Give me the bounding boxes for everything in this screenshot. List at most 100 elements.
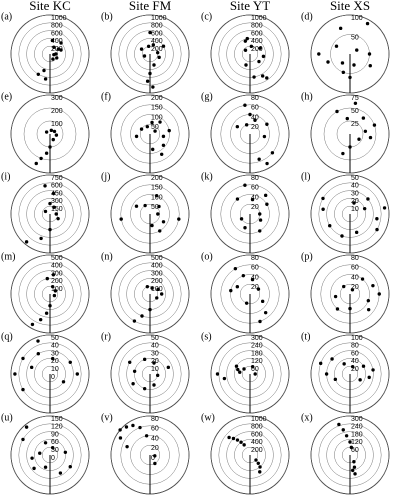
point xyxy=(260,74,265,78)
r-tick-label: 80 xyxy=(151,416,159,423)
r-tick-label: 75 xyxy=(351,95,359,102)
r-tick-label: 200 xyxy=(151,175,163,182)
column-title: Site FM xyxy=(129,0,172,13)
point xyxy=(144,434,149,438)
point xyxy=(160,292,164,296)
point xyxy=(333,377,338,382)
point xyxy=(125,444,129,449)
point xyxy=(352,201,356,205)
point xyxy=(39,236,43,241)
point xyxy=(155,373,160,378)
r-tick-label: 30 xyxy=(51,447,59,454)
r-tick-label: 100 xyxy=(51,121,63,128)
point xyxy=(155,296,159,300)
point xyxy=(21,437,25,442)
panel-label: (s) xyxy=(201,331,212,342)
r-tick-label: 50 xyxy=(151,124,159,131)
point xyxy=(262,134,267,139)
point xyxy=(51,273,56,277)
point xyxy=(43,465,48,469)
r-tick-label: 150 xyxy=(151,105,163,112)
point xyxy=(215,372,220,376)
r-tick-label: 80 xyxy=(351,343,359,350)
point xyxy=(243,183,247,187)
point xyxy=(38,317,43,322)
r-tick-label: 300 xyxy=(151,270,163,277)
point xyxy=(234,364,239,368)
point xyxy=(258,465,262,469)
column-title: Site XS xyxy=(330,0,370,13)
point xyxy=(355,48,359,52)
r-tick-label: 300 xyxy=(251,335,263,342)
point xyxy=(48,227,52,232)
r-tick-label: 50 xyxy=(351,108,359,115)
point xyxy=(39,156,43,161)
r-tick-label: 40 xyxy=(351,358,359,365)
panel-label: (x) xyxy=(301,412,313,423)
r-tick-label: 180 xyxy=(351,431,363,438)
r-tick-label: 120 xyxy=(351,439,363,446)
point xyxy=(341,70,346,75)
r-tick-label: 10 xyxy=(351,206,359,213)
r-tick-label: 20 xyxy=(251,284,259,291)
point xyxy=(153,461,157,466)
r-tick-label: 800 xyxy=(251,424,263,431)
point xyxy=(238,370,242,374)
point xyxy=(75,372,80,376)
panel-label: (o) xyxy=(201,251,213,262)
point xyxy=(242,443,246,447)
point xyxy=(161,134,166,139)
point xyxy=(157,55,161,60)
point xyxy=(333,294,338,299)
r-tick-label: 20 xyxy=(251,124,259,131)
r-tick-label: 1000 xyxy=(251,15,267,22)
r-tick-label: 800 xyxy=(151,23,163,30)
point xyxy=(340,234,344,238)
r-tick-label: 100 xyxy=(351,15,363,22)
point xyxy=(342,362,346,366)
panel-label: (w) xyxy=(201,412,215,423)
panel-label: (q) xyxy=(1,331,13,342)
point xyxy=(142,54,147,58)
point xyxy=(152,63,156,67)
point xyxy=(258,46,262,50)
point xyxy=(382,206,387,210)
point xyxy=(265,76,269,80)
point xyxy=(318,361,323,366)
point xyxy=(143,203,147,208)
r-tick-label: 10 xyxy=(151,366,159,373)
point xyxy=(265,161,269,166)
point xyxy=(324,372,329,376)
point xyxy=(250,277,255,282)
r-tick-label: 40 xyxy=(351,274,359,281)
point xyxy=(260,299,265,304)
point xyxy=(30,456,34,460)
point xyxy=(139,127,144,131)
point xyxy=(235,284,240,289)
point xyxy=(377,292,381,296)
point xyxy=(229,288,233,293)
point xyxy=(239,217,244,221)
point xyxy=(30,322,35,327)
point xyxy=(52,45,56,49)
point xyxy=(352,465,357,469)
point xyxy=(321,207,325,211)
point xyxy=(44,151,49,155)
point xyxy=(236,367,240,372)
point xyxy=(43,209,48,214)
panel-label: (v) xyxy=(101,412,113,423)
point xyxy=(58,471,63,475)
point xyxy=(134,134,139,139)
point xyxy=(345,116,349,121)
r-tick-label: 50 xyxy=(351,175,359,182)
point xyxy=(51,137,55,142)
point xyxy=(250,197,255,202)
r-tick-label: 500 xyxy=(151,255,163,262)
panel-label: (i) xyxy=(1,171,10,182)
point xyxy=(235,197,240,201)
point xyxy=(34,161,38,166)
r-tick-label: 400 xyxy=(151,263,163,270)
point xyxy=(253,372,257,376)
panel-label: (t) xyxy=(301,331,310,342)
r-tick-label: 1000 xyxy=(151,15,167,22)
